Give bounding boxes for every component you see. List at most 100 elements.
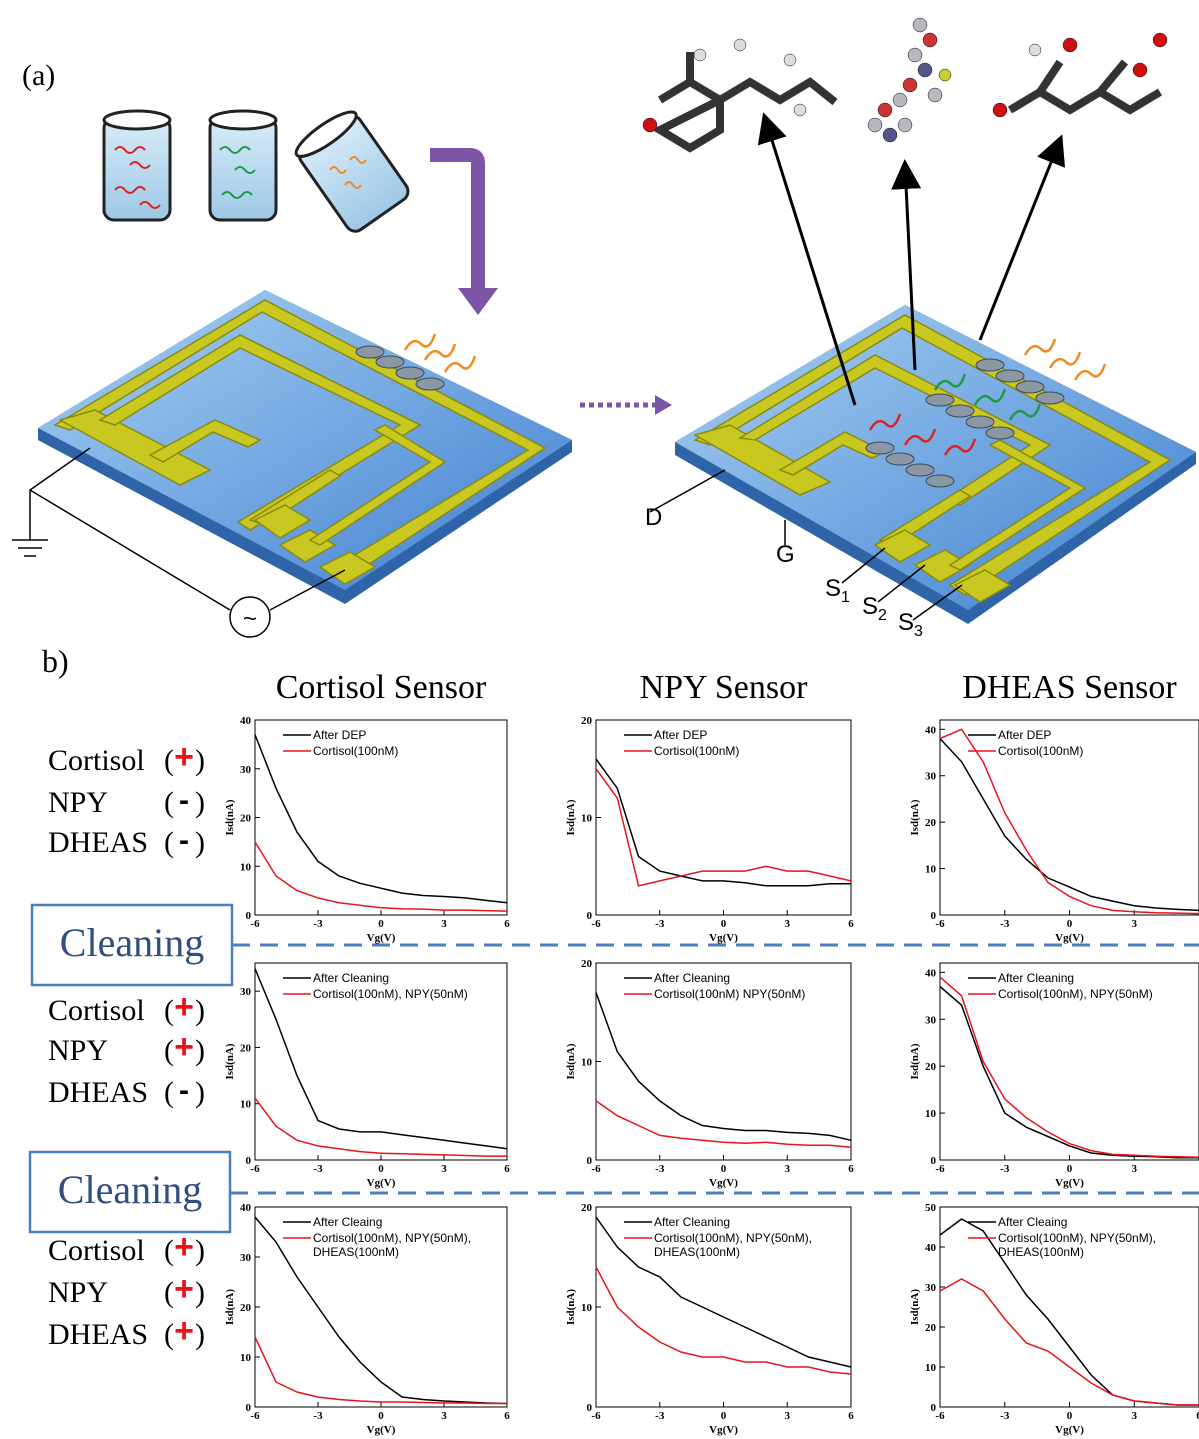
paren: ) xyxy=(195,826,205,859)
legend-label: After Cleaning xyxy=(654,1215,841,1229)
y-tick-label: 20 xyxy=(581,1202,593,1214)
legend-label: After DEP xyxy=(998,728,1189,742)
chip xyxy=(38,290,572,604)
x-tick-label: 0 xyxy=(721,1163,727,1175)
y-tick-label: 10 xyxy=(240,861,252,873)
legend-label: Cortisol(100nM), NPY(50nM), DHEAS(100nM) xyxy=(654,1231,841,1259)
y-tick-label: 10 xyxy=(240,1099,252,1111)
source-symbol: ~ xyxy=(243,605,257,632)
legend-entry: Cortisol(100nM), NPY(50nM), DHEAS(100nM) xyxy=(313,1231,497,1263)
y-tick-label: 20 xyxy=(925,817,937,829)
y-tick-label: 30 xyxy=(240,764,252,776)
analyte-name: DHEAS xyxy=(48,1318,148,1351)
y-axis-label: Isd(nA) xyxy=(565,1289,577,1325)
pour-arrow-head xyxy=(458,288,498,315)
legend-label: After Cleaning xyxy=(654,971,841,985)
x-axis-label: Vg(V) xyxy=(367,932,396,944)
y-tick-label: 0 xyxy=(587,1402,593,1414)
pour-arrow xyxy=(430,155,478,290)
x-tick-label: -3 xyxy=(313,1163,323,1175)
chart-title: NPY Sensor xyxy=(640,669,808,706)
y-tick-label: 50 xyxy=(925,1202,937,1214)
y-tick-label: 30 xyxy=(240,1252,252,1264)
x-tick-label: 3 xyxy=(441,1410,447,1422)
x-tick-label: -3 xyxy=(1000,1163,1010,1175)
paren: ( xyxy=(164,744,174,777)
y-tick-label: 30 xyxy=(925,1014,937,1026)
analyte-name: DHEAS xyxy=(48,1076,148,1109)
legend-entry: Cortisol(100nM), NPY(50nM) xyxy=(998,987,1189,1019)
paren: ( xyxy=(164,826,174,859)
x-tick-label: 6 xyxy=(848,1163,854,1175)
x-tick-label: 3 xyxy=(1132,1163,1138,1175)
y-tick-label: 20 xyxy=(240,1302,252,1314)
y-tick-label: 0 xyxy=(246,1402,252,1414)
y-tick-label: 40 xyxy=(925,967,937,979)
x-axis-label: Vg(V) xyxy=(709,1177,738,1189)
analyte-name: NPY xyxy=(48,1276,108,1309)
x-tick-label: -6 xyxy=(591,1410,601,1422)
x-tick-label: -6 xyxy=(250,1163,260,1175)
paren: ( xyxy=(164,1234,174,1267)
x-tick-label: 3 xyxy=(785,1410,791,1422)
electrode-subscript: 2 xyxy=(878,607,887,624)
x-tick-label: 3 xyxy=(1132,918,1138,930)
svg-text:D: D xyxy=(645,504,662,531)
electrode-subscript: 3 xyxy=(914,623,923,640)
analyte-name: DHEAS xyxy=(48,826,148,859)
y-axis-label: Isd(nA) xyxy=(909,1289,921,1325)
legend-label: After Cleaning xyxy=(313,971,497,985)
y-axis-label: Isd(nA) xyxy=(909,799,921,835)
molecule xyxy=(643,18,1167,148)
svg-text:S3: S3 xyxy=(898,609,923,640)
legend-label: Cortisol(100nM), NPY(50nM) xyxy=(998,987,1189,1001)
y-tick-label: 0 xyxy=(931,1402,937,1414)
paren: ( xyxy=(164,1076,174,1109)
paren: ) xyxy=(195,744,205,777)
y-axis-label: Isd(nA) xyxy=(909,1043,921,1079)
x-tick-label: -6 xyxy=(935,1410,945,1422)
y-tick-label: 20 xyxy=(581,958,593,970)
y-tick-label: 10 xyxy=(581,1057,593,1069)
x-tick-label: 6 xyxy=(504,1410,510,1422)
x-axis-label: Vg(V) xyxy=(367,1424,396,1436)
analyte-name: NPY xyxy=(48,786,108,819)
electrode-label: D xyxy=(645,504,662,531)
legend-label: Cortisol(100nM), NPY(50nM) xyxy=(313,987,497,1001)
sign: + xyxy=(174,1228,194,1266)
y-tick-label: 40 xyxy=(925,724,937,736)
x-tick-label: -6 xyxy=(591,918,601,930)
legend-entry: Cortisol(100nM), NPY(50nM), DHEAS(100nM) xyxy=(654,1231,841,1263)
x-tick-label: 6 xyxy=(504,918,510,930)
x-tick-label: 3 xyxy=(785,1163,791,1175)
x-tick-label: -3 xyxy=(655,918,665,930)
y-tick-label: 30 xyxy=(925,1282,937,1294)
cleaning-label: Cleaning xyxy=(60,920,204,965)
y-tick-label: 0 xyxy=(587,910,593,922)
panel-label: b) xyxy=(42,643,69,679)
legend-entry: Cortisol(100nM), NPY(50nM), DHEAS(100nM) xyxy=(998,1231,1189,1263)
svg-text:G: G xyxy=(776,541,795,568)
x-tick-label: -3 xyxy=(1000,918,1010,930)
y-tick-label: 30 xyxy=(925,771,937,783)
y-axis-label: Isd(nA) xyxy=(565,1043,577,1079)
x-tick-label: 0 xyxy=(1067,1163,1073,1175)
y-tick-label: 0 xyxy=(246,1155,252,1167)
x-tick-label: -6 xyxy=(591,1163,601,1175)
x-tick-label: 3 xyxy=(785,918,791,930)
x-tick-label: -3 xyxy=(313,918,323,930)
x-tick-label: 3 xyxy=(441,918,447,930)
legend-label: Cortisol(100nM) NPY(50nM) xyxy=(654,987,841,1001)
sign: + xyxy=(174,1270,194,1308)
paren: ) xyxy=(195,1276,205,1309)
y-axis-label: Isd(nA) xyxy=(224,1043,236,1079)
x-tick-label: 6 xyxy=(848,918,854,930)
x-tick-label: -3 xyxy=(1000,1410,1010,1422)
y-tick-label: 10 xyxy=(581,1302,593,1314)
y-tick-label: 10 xyxy=(925,864,937,876)
paren: ) xyxy=(195,1076,205,1109)
x-axis-label: Vg(V) xyxy=(709,932,738,944)
y-tick-label: 10 xyxy=(925,1108,937,1120)
legend-label: After DEP xyxy=(313,728,497,742)
sign: + xyxy=(174,1312,194,1350)
